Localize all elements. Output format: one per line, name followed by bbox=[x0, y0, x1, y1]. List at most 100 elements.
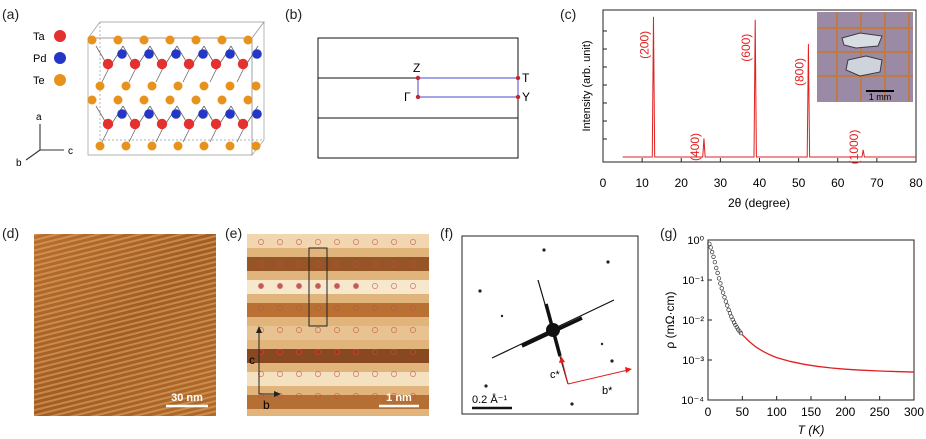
rho-data-point bbox=[723, 299, 729, 304]
rho-data-point bbox=[738, 330, 744, 336]
lattice-site bbox=[391, 305, 397, 311]
legend-ta-atom bbox=[54, 30, 66, 42]
te-atom bbox=[199, 81, 209, 91]
lattice-site bbox=[277, 305, 283, 311]
lattice-site bbox=[353, 261, 359, 267]
xrd-peak-label: (800) bbox=[792, 58, 806, 86]
panel-label-f: (f) bbox=[440, 225, 454, 241]
te-atom bbox=[165, 35, 175, 45]
pd-atom bbox=[252, 49, 262, 59]
rho-plot-frame bbox=[707, 239, 915, 401]
xrd-xlabel: 2θ (degree) bbox=[728, 196, 790, 210]
xrd-inset-photo: 1 mm bbox=[817, 12, 913, 102]
te-atom bbox=[87, 95, 97, 105]
stm-row bbox=[247, 326, 429, 340]
lattice-site bbox=[315, 261, 321, 267]
lattice-site bbox=[277, 327, 283, 333]
te-atom bbox=[243, 35, 253, 45]
axis-a-label: a bbox=[36, 112, 42, 123]
te-atom bbox=[173, 141, 183, 151]
panel-label-c: (c) bbox=[560, 6, 577, 22]
ta-atom bbox=[156, 118, 168, 130]
lattice-site bbox=[258, 349, 264, 355]
lattice-site bbox=[277, 349, 283, 355]
lattice-site bbox=[353, 349, 359, 355]
te-atom bbox=[113, 95, 123, 105]
panel-f-fft: c* b* 0.2 Å⁻¹ bbox=[461, 235, 639, 415]
lattice-site bbox=[277, 239, 283, 245]
panel-b-bz: Z T Γ Y bbox=[317, 37, 530, 159]
xrd-xtick-label: 0 bbox=[600, 176, 607, 190]
xrd-xtick-label: 20 bbox=[675, 176, 689, 190]
xrd-pattern-line bbox=[622, 16, 916, 158]
lattice-site bbox=[258, 261, 264, 267]
panel-c-xrd-chart: 0 10 20 30 40 50 60 70 80 (200) (400) (600) (800) (1… bbox=[581, 9, 923, 210]
panel-e-stm-image: c b 1 nm bbox=[247, 234, 429, 416]
rho-ylabel: ρ (mΩ·cm) bbox=[663, 291, 677, 348]
te-atom bbox=[217, 35, 227, 45]
point-t bbox=[515, 75, 521, 81]
lattice-site bbox=[391, 371, 397, 377]
crystal-flake-1 bbox=[841, 32, 883, 49]
rho-data-point bbox=[720, 290, 726, 295]
rho-ytick-label: 10⁻¹ bbox=[682, 275, 704, 287]
rho-data-point bbox=[709, 249, 715, 255]
stm-row bbox=[247, 257, 429, 271]
lattice-site bbox=[410, 261, 416, 267]
ta-atom bbox=[237, 118, 249, 130]
f-label-c-star: c* bbox=[550, 369, 561, 381]
te-atom bbox=[251, 81, 261, 91]
lattice-site bbox=[258, 371, 264, 377]
rho-ytick-label: 10⁻³ bbox=[682, 355, 704, 367]
lattice-site bbox=[258, 239, 264, 245]
lattice-site bbox=[277, 371, 283, 377]
panel-a-axes bbox=[25, 124, 64, 161]
f-label-b-star: b* bbox=[602, 385, 613, 397]
ta-atom bbox=[210, 118, 222, 130]
stm-row bbox=[247, 372, 429, 386]
lattice-site bbox=[372, 327, 378, 333]
ta-atom bbox=[156, 58, 168, 70]
rho-data-point bbox=[714, 265, 719, 271]
lattice-site bbox=[296, 327, 302, 333]
lattice-site bbox=[334, 393, 340, 399]
panel-label-e: (e) bbox=[225, 225, 243, 241]
lattice-site bbox=[410, 393, 416, 399]
ta-atom bbox=[102, 58, 114, 70]
label-t: T bbox=[522, 71, 530, 85]
te-atom bbox=[225, 141, 235, 151]
ta-atom bbox=[102, 118, 114, 130]
te-atom bbox=[113, 35, 123, 45]
legend-pd-label: Pd bbox=[33, 53, 46, 65]
lattice-site bbox=[410, 327, 416, 333]
xrd-peak-label: (200) bbox=[637, 31, 651, 59]
panel-g-resistivity-chart: 0 50 100 150 200 250 300 10⁻⁴ 10⁻³ 10⁻² 10⁻¹ 10⁰ T … bbox=[663, 235, 924, 437]
lattice-site bbox=[334, 283, 340, 289]
label-gamma: Γ bbox=[404, 90, 411, 104]
pd-atom bbox=[171, 49, 181, 59]
e-axis-b: b bbox=[263, 398, 270, 412]
pd-atom bbox=[117, 109, 127, 119]
te-atom bbox=[217, 95, 227, 105]
panel-a-crystal: Ta Pd Te a c b bbox=[16, 20, 265, 169]
te-atom bbox=[173, 81, 183, 91]
stm-row bbox=[247, 349, 429, 363]
ta-atom bbox=[183, 118, 195, 130]
stm-row bbox=[247, 303, 429, 317]
pd-atom bbox=[171, 109, 181, 119]
rho-data-point bbox=[722, 295, 727, 300]
pd-atom bbox=[144, 109, 154, 119]
rho-data-point bbox=[734, 325, 739, 330]
xrd-xtick-label: 50 bbox=[792, 176, 806, 190]
lattice-site bbox=[391, 261, 397, 267]
lattice-site bbox=[372, 283, 378, 289]
fft-spots bbox=[478, 248, 614, 406]
lattice-site bbox=[334, 327, 340, 333]
te-atom bbox=[191, 35, 201, 45]
e-scale-label: 1 nm bbox=[386, 392, 412, 404]
lattice-site bbox=[258, 393, 264, 399]
point-y bbox=[515, 94, 521, 100]
lattice-site bbox=[391, 327, 397, 333]
lattice-site bbox=[372, 349, 378, 355]
rho-data-point bbox=[716, 276, 722, 281]
